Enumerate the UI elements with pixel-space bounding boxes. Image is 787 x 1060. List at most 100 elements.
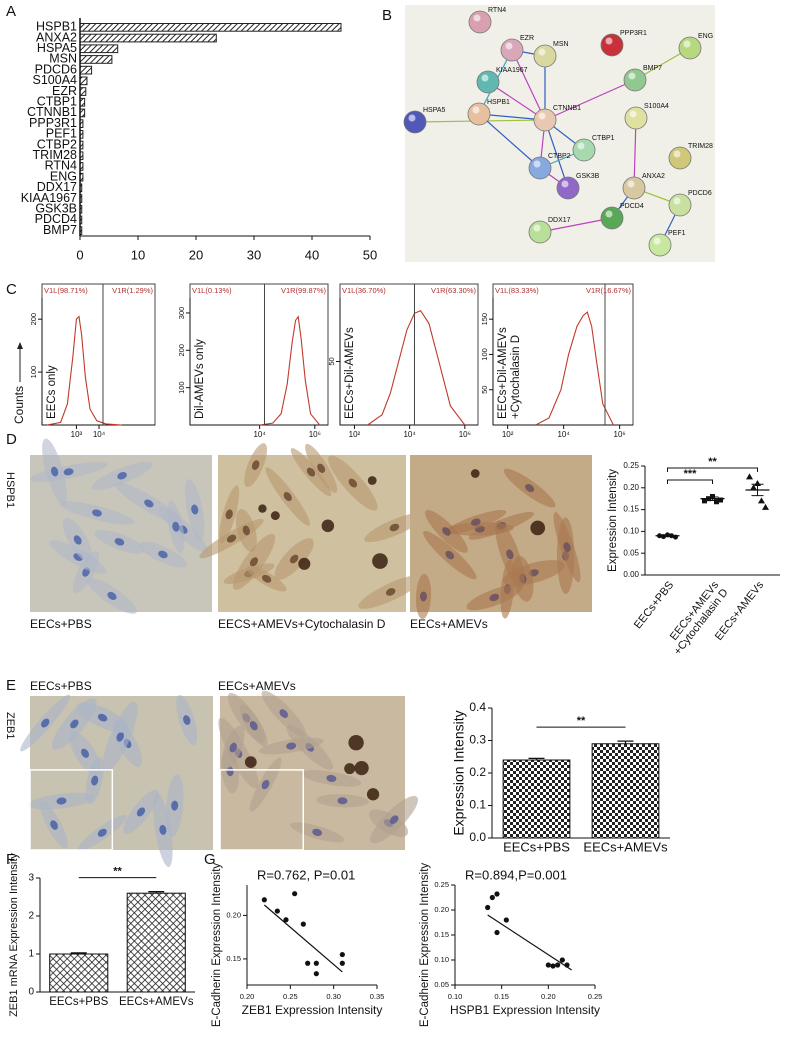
point — [758, 497, 765, 504]
y-tick-label: 0.05 — [434, 980, 449, 989]
point — [339, 951, 345, 958]
fit-line — [487, 914, 572, 971]
y-tick-label: 0 — [28, 987, 34, 998]
network-node — [648, 233, 672, 257]
histogram-line — [46, 315, 122, 426]
axis-arrow — [17, 342, 23, 349]
nucleus — [172, 521, 180, 532]
node-label: KIAA1967 — [496, 67, 528, 74]
network-node — [533, 108, 557, 132]
network-node — [500, 38, 524, 62]
nucleus — [312, 828, 323, 837]
point — [714, 499, 719, 505]
point — [261, 897, 267, 903]
gate-label: V1R(1.29%) — [112, 286, 153, 295]
node-label: TRIM28 — [688, 143, 713, 150]
image-caption: EECs+PBS — [30, 679, 92, 693]
node-label: HSPA5 — [423, 107, 446, 114]
category-label: GSK3B — [35, 202, 77, 216]
y-tick-label: 0.15 — [623, 505, 639, 514]
nucleus — [117, 472, 127, 480]
point — [555, 962, 561, 968]
nucleus — [389, 815, 399, 824]
significance-bracket — [667, 467, 758, 472]
bar — [79, 22, 342, 32]
node-highlight — [481, 74, 489, 82]
point — [494, 891, 500, 897]
point — [339, 960, 345, 966]
y-tick-label: 0.00 — [623, 570, 639, 579]
point — [305, 960, 311, 966]
network-node — [556, 176, 580, 200]
network-edge — [539, 217, 613, 233]
node-label: DDX17 — [548, 217, 571, 224]
node-highlight — [683, 40, 691, 48]
network-node — [622, 176, 646, 200]
y-tick-label: 150 — [480, 313, 489, 326]
y-tick-label: 100 — [177, 381, 186, 394]
point — [750, 484, 757, 491]
x-axis-label: HSPB1 Expression Intensity — [450, 1003, 600, 1017]
nucleus — [107, 591, 117, 600]
nucleus — [183, 715, 191, 725]
stain — [530, 520, 546, 536]
x-tick-label: 30 — [247, 247, 261, 262]
y-tick-label: 1 — [28, 949, 34, 960]
error-bar — [70, 952, 87, 954]
sample-label-line: Dil-AMEVs only — [194, 339, 206, 419]
nucleus — [261, 574, 272, 583]
y-tick-label: 3 — [28, 873, 34, 884]
nucleus — [92, 509, 102, 517]
x-tick-label: 10⁶ — [459, 430, 471, 439]
nucleus — [171, 800, 179, 811]
node-label: PPP3R1 — [620, 30, 647, 37]
point — [494, 929, 500, 936]
stain — [367, 476, 377, 485]
node-label: BMP7 — [643, 65, 662, 72]
category-label: KIAA1967 — [21, 191, 77, 205]
x-tick-label: 0.25 — [588, 992, 603, 1001]
network-edge — [633, 117, 637, 189]
nucleus — [326, 774, 337, 782]
panel-label: D — [6, 431, 17, 448]
node-highlight — [533, 224, 541, 232]
network-node — [528, 156, 552, 180]
bar — [79, 87, 87, 96]
row-label: HSPB1 — [4, 472, 16, 508]
y-tick-label: 0.1 — [469, 798, 486, 812]
histogram-line — [259, 315, 321, 426]
nucleus — [283, 492, 292, 502]
category-label: PPP3R1 — [29, 116, 77, 130]
network-node — [468, 10, 492, 34]
y-tick-label: 300 — [177, 307, 186, 320]
category-label: DDX17 — [37, 180, 77, 194]
nucleus — [73, 535, 82, 545]
category-label: HSPB1 — [36, 20, 77, 34]
y-tick-label: 0.25 — [434, 880, 449, 889]
node-highlight — [605, 210, 613, 218]
x-tick-label: 0.20 — [240, 992, 255, 1001]
nucleus — [419, 591, 428, 602]
panel-label: E — [6, 677, 16, 694]
category-label: PDCD4 — [35, 212, 77, 226]
sample-label-line: +Cytochalasin D — [510, 335, 522, 419]
node-highlight — [605, 37, 613, 45]
y-tick-label: 0.4 — [469, 700, 486, 714]
point — [274, 908, 280, 914]
network-node — [623, 68, 647, 92]
node-label: CTBP1 — [592, 135, 615, 142]
nucleus — [261, 779, 270, 790]
point — [559, 957, 565, 963]
bar — [591, 743, 660, 839]
x-tick-label: 20 — [189, 247, 203, 262]
gate-label: V1L(0.13%) — [192, 286, 232, 295]
network-edge — [544, 79, 636, 121]
node-label: GSK3B — [576, 173, 600, 180]
point — [545, 962, 551, 968]
error-bar — [148, 891, 165, 894]
point — [489, 894, 495, 901]
node-highlight — [472, 106, 480, 114]
node-highlight — [408, 114, 416, 122]
x-tick-label: 10⁴ — [253, 430, 266, 439]
